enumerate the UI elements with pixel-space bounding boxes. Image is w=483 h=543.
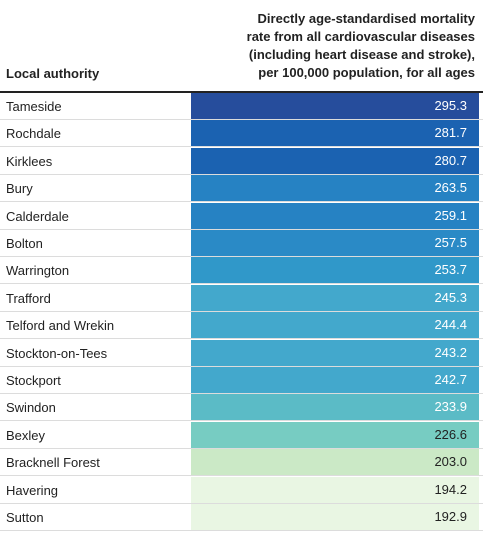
row-divider [0, 338, 483, 340]
authority-name: Telford and Wrekin [6, 318, 115, 334]
table-row: Bexley 226.6 [0, 421, 483, 449]
rate-value: 245.3 [434, 289, 467, 305]
table-row: Sutton 192.9 [0, 504, 483, 531]
rate-value: 233.9 [434, 399, 467, 415]
rate-value: 203.0 [434, 454, 467, 470]
table-row: Trafford 245.3 [0, 284, 483, 312]
row-divider [0, 228, 483, 230]
rate-cell: 245.3 [191, 284, 479, 311]
rate-cell: 244.4 [191, 312, 479, 339]
rate-cell: 280.7 [191, 147, 479, 174]
row-divider [0, 119, 483, 120]
authority-name: Havering [6, 482, 59, 498]
authority-name: Stockport [6, 373, 61, 388]
table-row: Stockton-on-Tees 243.2 [0, 339, 483, 367]
rate-value: 243.2 [434, 344, 467, 360]
rate-value: 295.3 [434, 98, 467, 113]
rate-cell: 226.6 [191, 421, 479, 448]
rate-cell: 263.5 [191, 175, 479, 202]
row-divider [0, 365, 483, 367]
table-row: Kirklees 280.7 [0, 147, 483, 175]
value-header-line: (including heart disease and stroke), [248, 47, 475, 62]
authority-name: Bury [6, 181, 33, 197]
rate-value: 280.7 [434, 152, 467, 168]
authority-name: Warrington [6, 263, 70, 279]
row-divider [0, 475, 483, 477]
authority-name: Stockton-on-Tees [6, 345, 108, 361]
header-divider [0, 91, 483, 93]
authority-name: Tameside [6, 99, 62, 114]
table-row: Telford and Wrekin 244.4 [0, 312, 483, 340]
table-row: Havering 194.2 [0, 476, 483, 504]
authority-name: Bracknell Forest [6, 455, 100, 471]
rate-cell: 259.1 [191, 202, 479, 229]
rate-cell: 295.3 [191, 93, 479, 119]
value-header-line: Directly age-standardised mortality [257, 11, 475, 26]
value-column-header: Directly age-standardised mortality rate… [185, 10, 475, 82]
row-divider [0, 146, 483, 148]
authority-name: Trafford [6, 290, 51, 306]
row-divider [0, 420, 483, 422]
authority-column-header: Local authority [6, 66, 100, 81]
rate-value: 263.5 [434, 180, 467, 196]
authority-name: Bexley [6, 427, 46, 443]
table-row: Stockport 242.7 [0, 367, 483, 394]
table-row: Swindon 233.9 [0, 394, 483, 422]
rate-value: 259.1 [434, 207, 467, 223]
rate-cell: 242.7 [191, 367, 479, 393]
row-divider [0, 447, 483, 449]
rate-value: 257.5 [434, 235, 467, 250]
authority-name: Rochdale [6, 126, 61, 142]
rate-value: 253.7 [434, 262, 467, 278]
table-row: Rochdale 281.7 [0, 120, 483, 148]
value-header-line: per 100,000 population, for all ages [258, 65, 475, 80]
row-divider [0, 173, 483, 175]
rate-cell: 194.2 [191, 476, 479, 503]
authority-name: Calderdale [6, 208, 69, 224]
rate-value: 242.7 [434, 372, 467, 387]
value-header-line: rate from all cardiovascular diseases [246, 29, 475, 44]
authority-name: Bolton [6, 236, 43, 251]
rate-cell: 192.9 [191, 504, 479, 530]
table-row: Warrington 253.7 [0, 257, 483, 285]
row-divider [0, 393, 483, 394]
table-row: Calderdale 259.1 [0, 202, 483, 230]
rate-cell: 203.0 [191, 449, 479, 476]
table-row: Tameside 295.3 [0, 93, 483, 120]
table-row: Bolton 257.5 [0, 230, 483, 257]
row-divider [0, 502, 483, 504]
authority-name: Sutton [6, 510, 44, 525]
rate-value: 192.9 [434, 509, 467, 524]
rate-cell: 281.7 [191, 120, 479, 147]
rate-value: 244.4 [434, 317, 467, 333]
row-divider [0, 530, 483, 531]
rate-cell: 233.9 [191, 394, 479, 421]
row-divider [0, 256, 483, 257]
row-divider [0, 310, 483, 312]
table-row: Bury 263.5 [0, 175, 483, 203]
row-divider [0, 201, 483, 203]
rate-value: 194.2 [434, 481, 467, 497]
rate-cell: 257.5 [191, 230, 479, 256]
rate-cell: 253.7 [191, 257, 479, 284]
table-row: Bracknell Forest 203.0 [0, 449, 483, 477]
rate-value: 281.7 [434, 125, 467, 141]
authority-name: Swindon [6, 400, 56, 416]
rate-cell: 243.2 [191, 339, 479, 366]
rate-value: 226.6 [434, 426, 467, 442]
authority-name: Kirklees [6, 153, 53, 169]
row-divider [0, 283, 483, 285]
